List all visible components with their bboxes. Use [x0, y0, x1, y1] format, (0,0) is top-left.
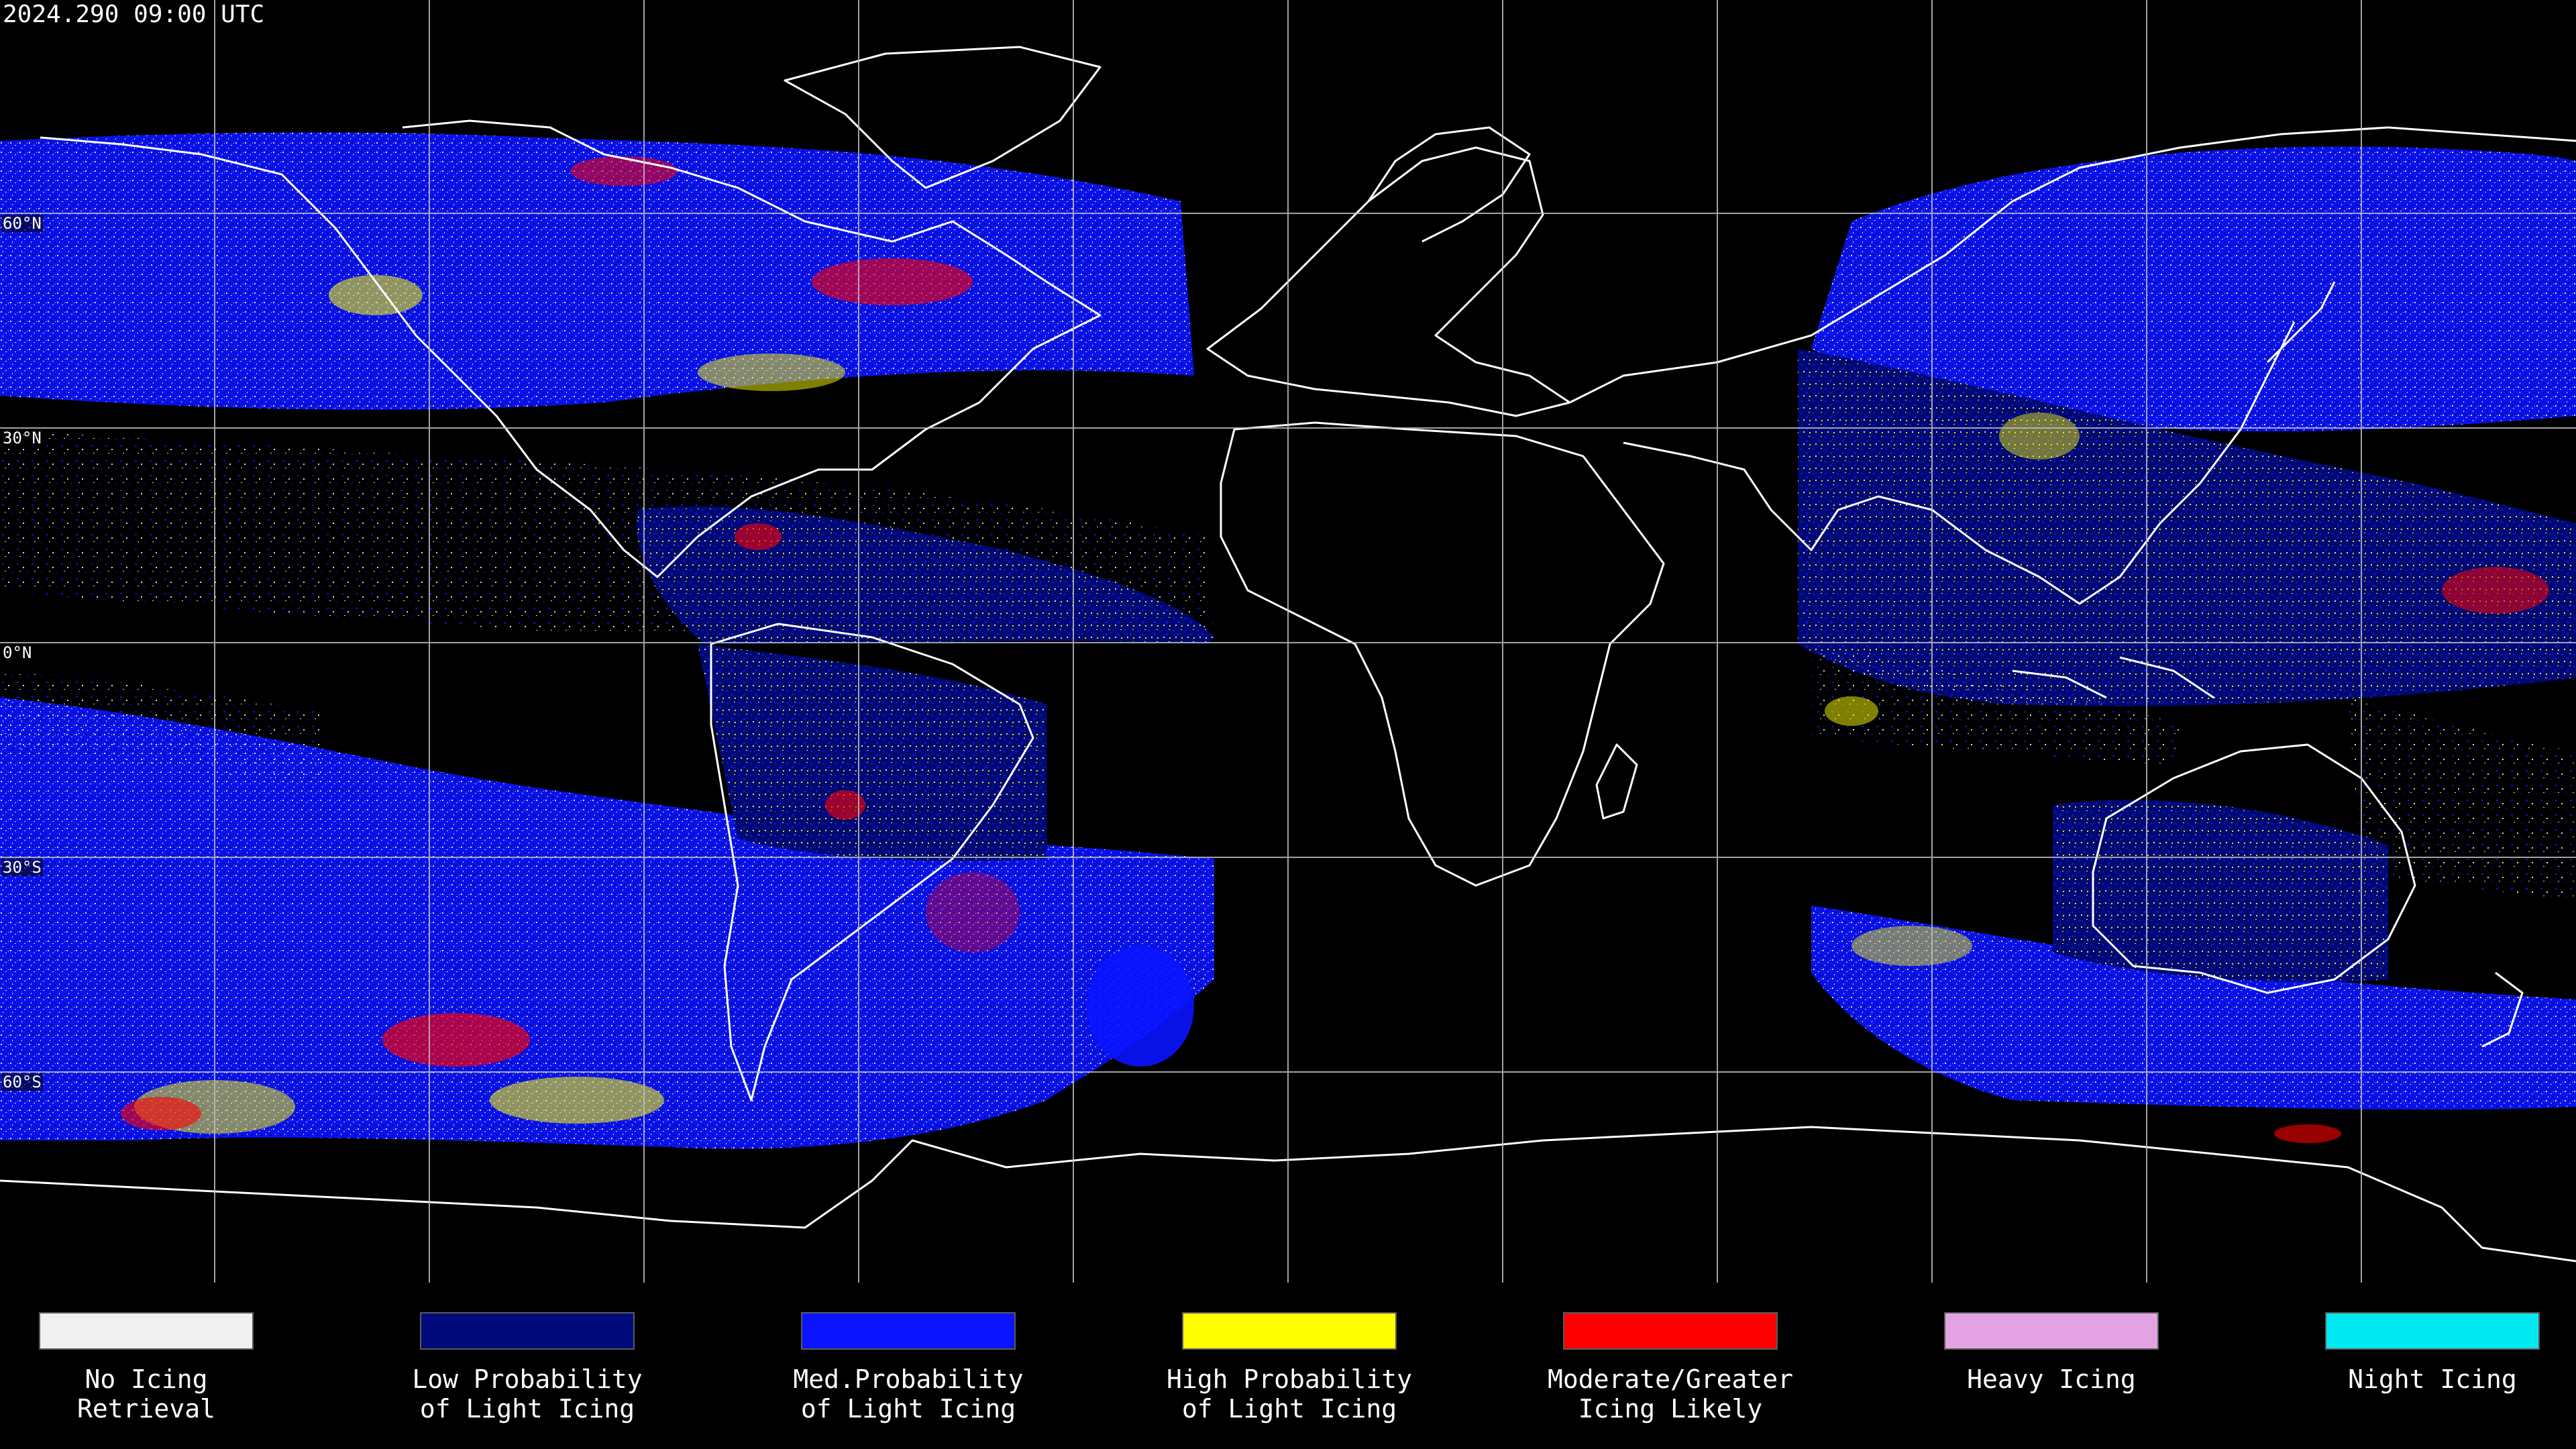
world-icing-map: [0, 0, 2576, 1283]
no-icing-swatch: [39, 1312, 254, 1350]
lat-label-60s: 60°S: [1, 1073, 43, 1091]
legend: No Icing Retrieval Low Probability of Li…: [0, 1287, 2576, 1449]
icing-hotspots: [121, 156, 2549, 1143]
low-probability-swatch: [420, 1312, 635, 1350]
lat-label-30n: 30°N: [1, 429, 43, 447]
high-probability-swatch: [1182, 1312, 1397, 1350]
lat-label-60n: 60°N: [1, 214, 43, 233]
moderate-greater-swatch: [1563, 1312, 1778, 1350]
legend-label-med-probability: Med.Probability of Light Icing: [793, 1364, 1024, 1424]
timestamp-label: 2024.290 09:00 UTC: [3, 1, 265, 28]
legend-label-high-probability: High Probability of Light Icing: [1166, 1364, 1413, 1424]
lat-label-30s: 30°S: [1, 858, 43, 877]
lat-label-equator: 0°N: [1, 643, 34, 662]
graticule: [0, 0, 2576, 1283]
legend-label-moderate-greater: Moderate/Greater Icing Likely: [1547, 1364, 1794, 1424]
legend-label-night-icing: Night Icing: [2348, 1364, 2517, 1394]
legend-label-low-probability: Low Probability of Light Icing: [412, 1364, 643, 1424]
legend-label-heavy-icing: Heavy Icing: [1967, 1364, 2136, 1394]
legend-label-no-icing: No Icing Retrieval: [77, 1364, 215, 1424]
heavy-icing-swatch: [1944, 1312, 2159, 1350]
med-probability-swatch: [801, 1312, 1016, 1350]
icing-coverage-west: [0, 132, 1214, 1149]
night-icing-swatch: [2325, 1312, 2540, 1350]
